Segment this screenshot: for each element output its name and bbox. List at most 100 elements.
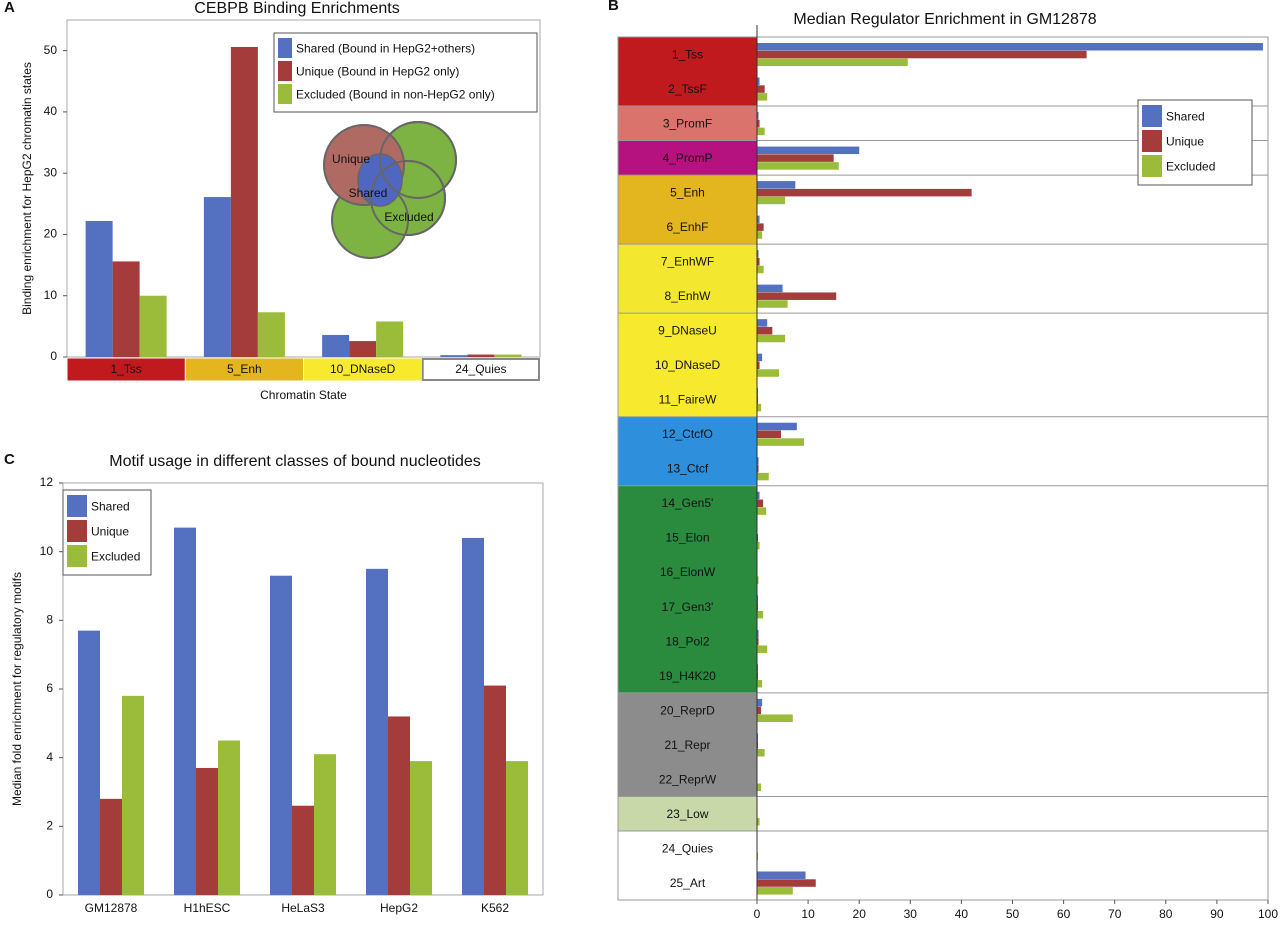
legend-label: Unique [1166, 135, 1204, 149]
category-box [618, 761, 757, 797]
bar [757, 154, 834, 162]
bar [757, 43, 1263, 51]
x-tick-label: HepG2 [380, 901, 418, 915]
category-box [618, 382, 757, 418]
bar [757, 422, 797, 431]
bar [112, 261, 140, 357]
category-box [618, 485, 757, 521]
bar [757, 534, 759, 542]
bar [757, 714, 793, 722]
bar [757, 369, 779, 377]
y-tick-label: 12_CtcfO [662, 427, 713, 441]
bar [757, 388, 759, 396]
y-tick-label: 30 [44, 165, 58, 179]
category-box [618, 37, 757, 73]
category-box [618, 865, 757, 901]
chart-title: Motif usage in different classes of boun… [109, 453, 481, 470]
bar [174, 527, 196, 895]
bar [757, 499, 764, 508]
bar [757, 58, 908, 67]
bar [757, 403, 762, 412]
bar [757, 629, 759, 638]
category-box [618, 244, 757, 280]
bar [757, 196, 786, 205]
y-tick-label: 17_Gen3' [662, 600, 714, 614]
bar [757, 472, 769, 481]
legend-swatch [67, 495, 87, 517]
venn-label: Shared [349, 186, 388, 200]
category-box [618, 451, 757, 487]
x-tick-label: 50 [1006, 907, 1020, 921]
bar [757, 741, 759, 749]
x-tick-label: 40 [955, 907, 969, 921]
bar [757, 672, 759, 680]
bar [322, 334, 350, 357]
bar [757, 541, 760, 550]
category-box [185, 358, 303, 381]
bar [757, 706, 762, 715]
legend-box [273, 32, 538, 113]
y-tick-label: 4 [46, 750, 53, 764]
category-box [618, 140, 757, 176]
bar [757, 334, 786, 343]
bar [757, 595, 759, 603]
category-box [618, 416, 757, 452]
y-tick-label: 1_Tss [672, 47, 703, 61]
bar [757, 698, 763, 707]
category-box [304, 358, 422, 381]
category-box [618, 554, 757, 590]
y-tick-label: 10 [44, 288, 58, 302]
chart-title: Median Regulator Enrichment in GM12878 [793, 11, 1096, 28]
bar [757, 231, 763, 239]
x-tick-label: 80 [1159, 907, 1173, 921]
x-tick-label: 30 [904, 907, 918, 921]
y-tick-label: 0 [46, 887, 53, 901]
y-tick-label: 9_DNaseU [658, 324, 717, 338]
category-box [618, 71, 757, 107]
bar [230, 46, 258, 358]
bar [467, 354, 495, 357]
y-tick-label: 4_PromP [662, 151, 712, 165]
plot-frame [66, 19, 541, 358]
legend-swatch [1142, 155, 1162, 177]
legend-swatch [278, 84, 292, 104]
category-box [618, 727, 757, 763]
category-box [618, 796, 757, 832]
y-tick-label: 21_Repr [664, 738, 710, 752]
y-tick-label: 7_EnhWF [661, 255, 714, 269]
x-tick-label: 60 [1057, 907, 1071, 921]
x-axis-label: Chromatin State [260, 388, 347, 402]
bar [139, 295, 167, 357]
x-tick-label: 5_Enh [227, 362, 262, 376]
category-box [67, 358, 185, 381]
y-tick-label: 23_Low [666, 807, 708, 821]
bar [494, 354, 522, 357]
bar [757, 284, 783, 293]
bar [757, 361, 760, 369]
legend-swatch [1142, 105, 1162, 127]
category-box [618, 347, 757, 383]
bar [757, 465, 759, 473]
category-box [618, 278, 757, 314]
bar [757, 491, 760, 500]
category-box [618, 623, 757, 659]
x-tick-label: K562 [481, 901, 509, 915]
x-tick-label: 1_Tss [110, 362, 141, 376]
legend-label: Unique [91, 525, 129, 539]
bar [757, 257, 760, 266]
bar [757, 119, 760, 128]
y-tick-label: 12 [40, 475, 54, 489]
bar [757, 457, 759, 465]
y-tick-label: 40 [44, 104, 58, 118]
bar [440, 355, 468, 357]
bar [376, 321, 404, 357]
plot-frame [617, 36, 1269, 901]
legend-swatch [67, 545, 87, 567]
bar [196, 767, 218, 895]
y-tick-label: 6_EnhF [666, 220, 708, 234]
x-tick-label: 0 [754, 907, 761, 921]
panel-letter: A [4, 0, 15, 16]
y-tick-label: 24_Quies [662, 841, 713, 855]
y-tick-label: 5_Enh [670, 186, 705, 200]
y-tick-label: 15_Elon [665, 531, 709, 545]
